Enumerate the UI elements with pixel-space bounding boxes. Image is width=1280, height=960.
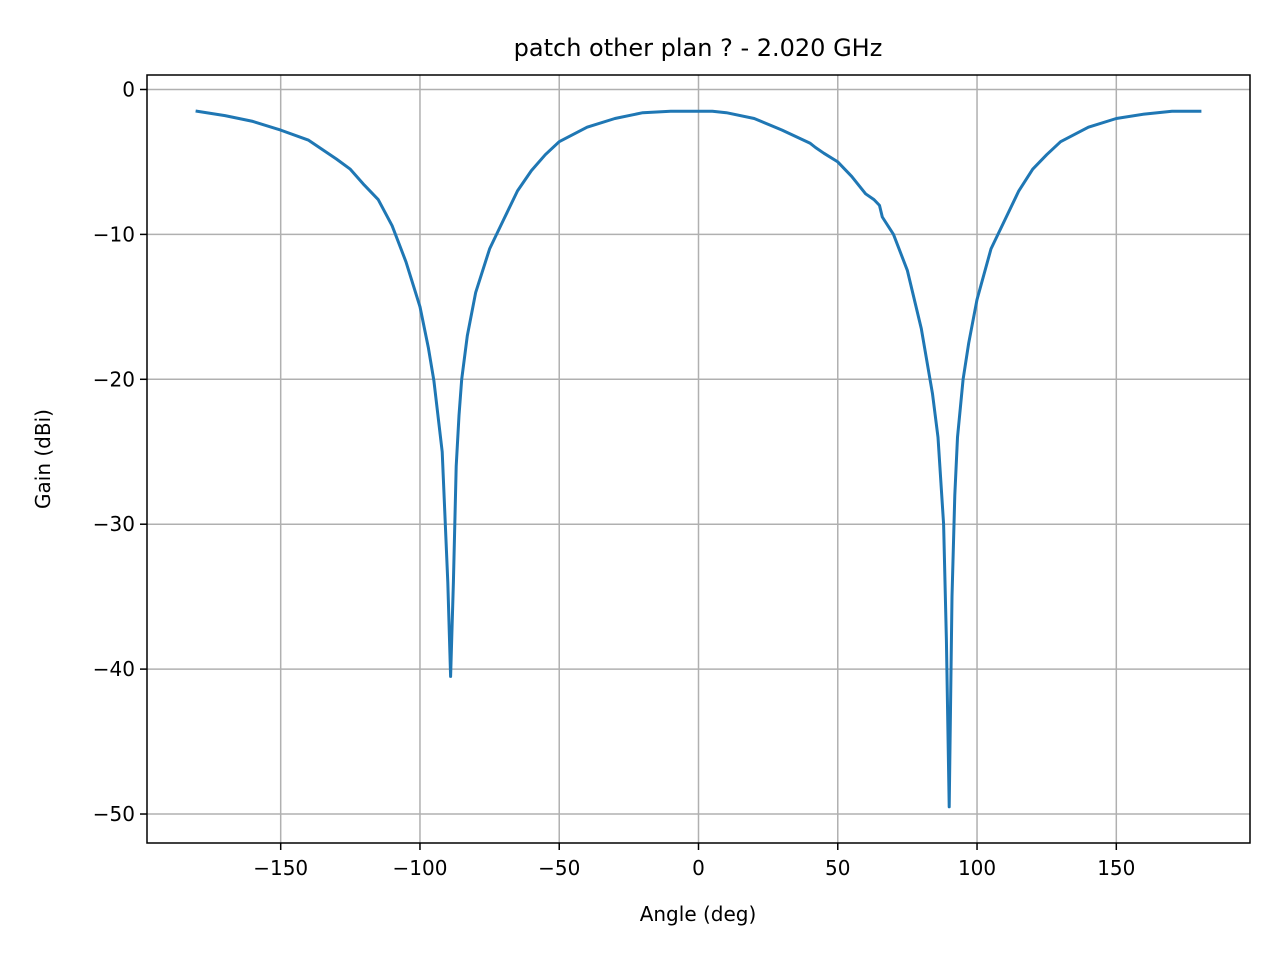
y-tick-label: −50 <box>93 802 135 826</box>
y-tick-label: −20 <box>93 367 135 391</box>
y-axis-label: Gain (dBi) <box>31 409 55 509</box>
grid <box>147 75 1250 843</box>
y-tick-label: 0 <box>122 77 135 101</box>
y-axis-ticks: 0 −10 −20 −30 −40 −50 <box>93 77 147 826</box>
chart-title: patch other plan ? - 2.020 GHz <box>514 34 883 62</box>
x-axis-ticks: −150 −100 −50 0 50 100 150 <box>253 843 1135 880</box>
y-tick-label: −30 <box>93 512 135 536</box>
x-tick-label: −50 <box>538 856 580 880</box>
x-axis-label: Angle (deg) <box>640 902 757 926</box>
x-tick-label: 0 <box>692 856 705 880</box>
x-tick-label: 100 <box>958 856 996 880</box>
x-tick-label: 150 <box>1097 856 1135 880</box>
y-tick-label: −10 <box>93 222 135 246</box>
x-tick-label: −150 <box>253 856 308 880</box>
x-tick-label: −100 <box>392 856 447 880</box>
y-tick-label: −40 <box>93 657 135 681</box>
x-tick-label: 50 <box>825 856 850 880</box>
series-line <box>195 109 1202 809</box>
